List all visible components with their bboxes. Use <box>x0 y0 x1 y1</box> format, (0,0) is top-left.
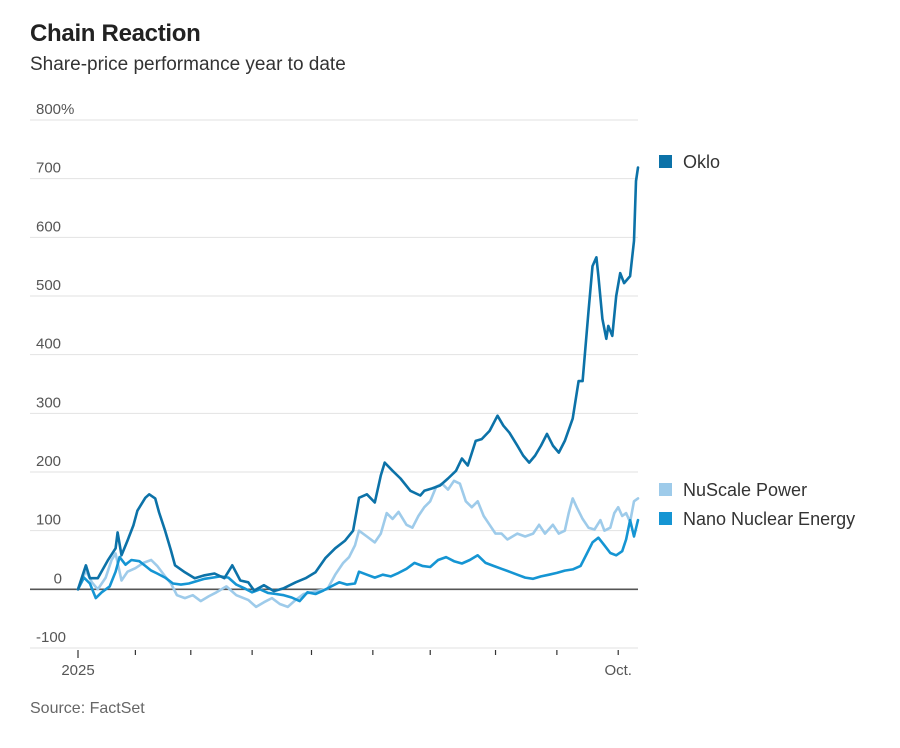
x-tick-label: Oct. <box>604 662 632 679</box>
y-tick-label: 600 <box>36 218 61 235</box>
y-tick-label: 800% <box>36 101 74 118</box>
legend-swatch-icon <box>659 483 672 496</box>
y-tick-label: 100 <box>36 512 61 529</box>
y-tick-label: 0 <box>54 570 62 587</box>
y-tick-label: 200 <box>36 453 61 470</box>
y-tick-label: 300 <box>36 394 61 411</box>
legend-label: Oklo <box>683 152 720 172</box>
legend: Oklo NuScale Power Nano Nuclear Energy <box>659 152 855 529</box>
legend-label: Nano Nuclear Energy <box>683 509 855 529</box>
series-line-oklo <box>76 166 640 593</box>
y-axis-ticks: 800% 700 600 500 400 300 200 100 0 -100 <box>36 101 74 646</box>
x-tick-label: 2025 <box>61 662 94 679</box>
chart-title: Chain Reaction <box>30 20 201 47</box>
y-tick-label: 400 <box>36 336 61 353</box>
legend-item-nano-nuclear-energy: Nano Nuclear Energy <box>659 509 855 529</box>
x-axis-ticks: 2025 Oct. <box>61 650 632 679</box>
legend-item-nuscale-power: NuScale Power <box>659 480 807 500</box>
series-lines <box>76 166 640 609</box>
y-tick-label: -100 <box>36 629 66 646</box>
legend-item-oklo: Oklo <box>659 152 720 172</box>
legend-label: NuScale Power <box>683 480 807 500</box>
series-line-nuscale-power <box>76 479 640 609</box>
y-tick-label: 500 <box>36 277 61 294</box>
legend-swatch-icon <box>659 155 672 168</box>
y-tick-label: 700 <box>36 160 61 177</box>
chart-subtitle: Share-price performance year to date <box>30 54 346 75</box>
legend-swatch-icon <box>659 512 672 525</box>
series-line-nano-nuclear-energy <box>76 518 640 603</box>
source-note: Source: FactSet <box>30 700 145 717</box>
gridlines <box>30 119 638 649</box>
